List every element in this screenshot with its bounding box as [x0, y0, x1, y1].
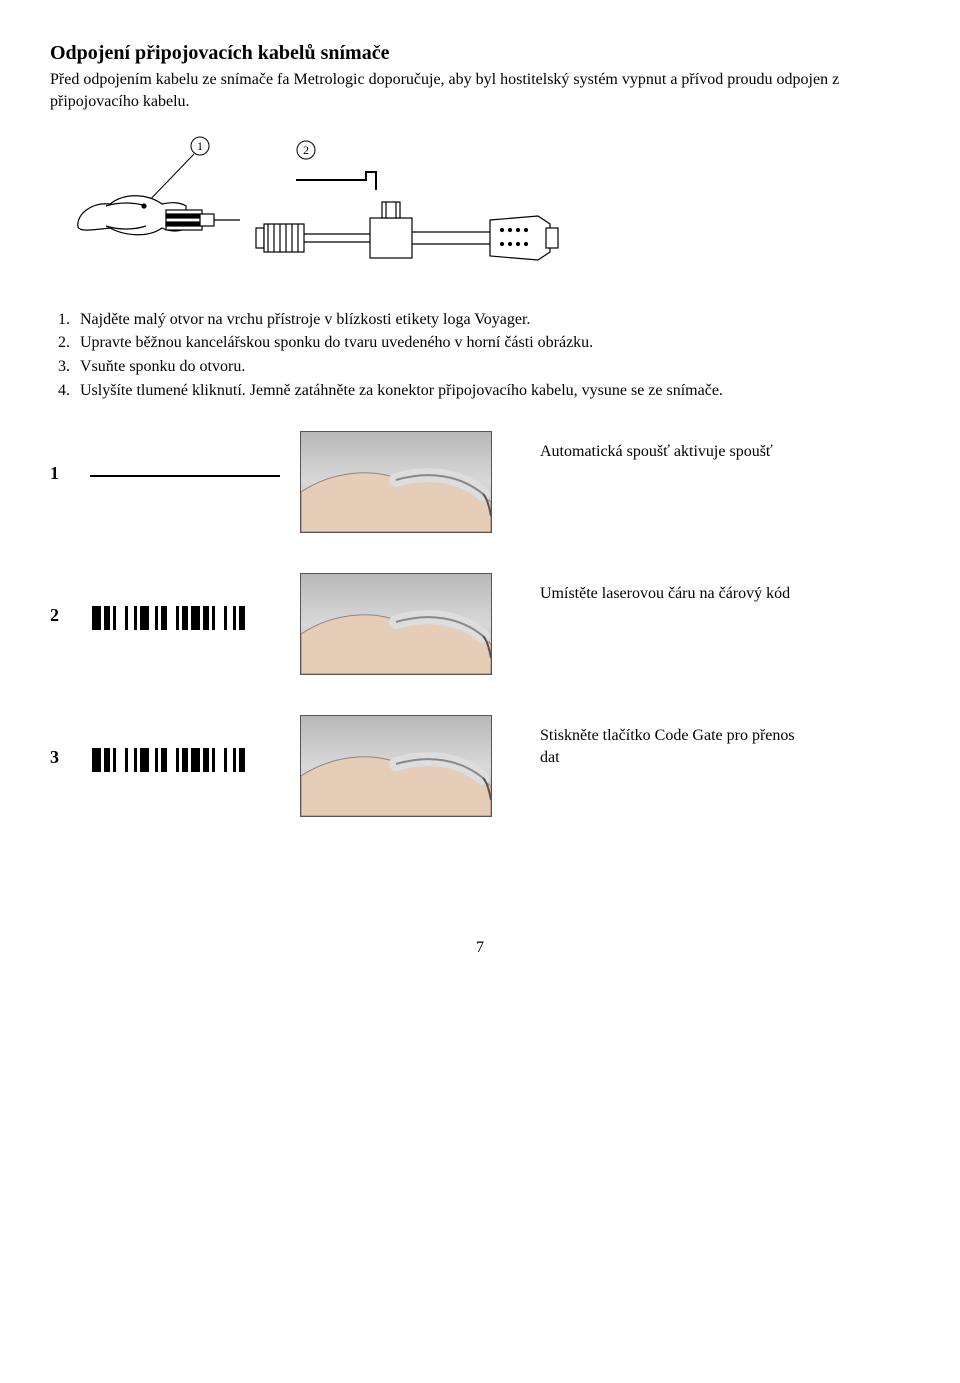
- row-number: 3: [50, 715, 90, 769]
- row2-barcode: [90, 573, 290, 640]
- page-title: Odpojení připojovacích kabelů snímače: [50, 40, 910, 67]
- cable-release-diagram: 1 2: [70, 132, 910, 289]
- scanner-photo-1: [300, 431, 492, 533]
- row-number: 2: [50, 573, 90, 627]
- step-item: Uslyšíte tlumené kliknutí. Jemně zatáhně…: [74, 380, 910, 402]
- intro-paragraph: Před odpojením kabelu ze snímače fa Metr…: [50, 69, 910, 112]
- row1-caption: Automatická spoušť aktivuje spoušť: [540, 431, 800, 463]
- page-number: 7: [50, 937, 910, 959]
- step-item: Upravte běžnou kancelářskou sponku do tv…: [74, 332, 910, 354]
- steps-list: Najděte malý otvor na vrchu přístroje v …: [50, 309, 910, 401]
- diagram-callout-2: 2: [303, 143, 309, 157]
- row3-caption: Stiskněte tlačítko Code Gate pro přenos …: [540, 715, 800, 768]
- row3-barcode: [90, 715, 290, 782]
- step-item: Najděte malý otvor na vrchu přístroje v …: [74, 309, 910, 331]
- scanner-photo-3: [300, 715, 492, 817]
- row-number: 1: [50, 431, 90, 485]
- scanner-photo-2: [300, 573, 492, 675]
- usage-row-3: 3 Stiskněte tlačítko Code Gate pro přeno…: [50, 715, 910, 817]
- barcode-svg: [90, 603, 280, 633]
- row2-caption: Umístěte laserovou čáru na čárový kód: [540, 573, 800, 605]
- step-item: Vsuňte sponku do otvoru.: [74, 356, 910, 378]
- barcode-svg: [90, 745, 280, 775]
- diagram-callout-1: 1: [197, 139, 203, 153]
- usage-row-1: 1 Automatická spoušť aktivuje spoušť: [50, 431, 910, 533]
- row1-graphic: [90, 431, 290, 498]
- usage-row-2: 2 Umístěte laserovou čáru na čárový kód: [50, 573, 910, 675]
